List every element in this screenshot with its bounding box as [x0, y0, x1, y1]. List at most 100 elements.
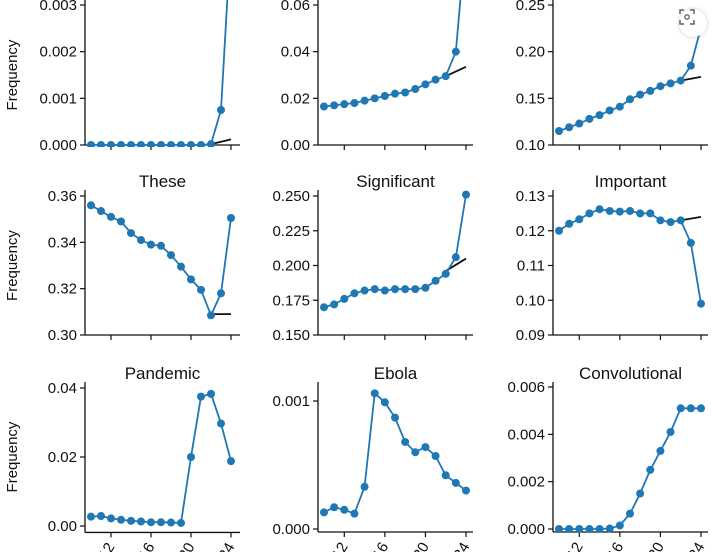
data-point	[431, 452, 440, 461]
data-point	[585, 525, 594, 533]
subplot-0: 0.000 0.001 0.002 0.003 Frequency	[4, 0, 240, 154]
data-point	[137, 141, 145, 147]
data-point	[147, 240, 155, 249]
data-point	[555, 127, 563, 135]
plot-area	[87, 0, 232, 147]
data-point	[441, 72, 450, 81]
data-point	[585, 209, 594, 218]
series-line	[90, 392, 232, 524]
y-tick-label: 0.000	[507, 521, 545, 538]
data-point	[451, 47, 460, 56]
data-point	[87, 201, 95, 210]
data-point	[137, 236, 145, 245]
data-point	[575, 215, 584, 224]
data-point	[565, 123, 574, 132]
plot-area	[87, 201, 235, 320]
subplot-4: 0.150 0.175 0.200 0.225 0.250 Significant	[272, 172, 473, 344]
data-point	[615, 207, 624, 216]
subplot-title: Convolutional	[579, 364, 682, 383]
data-point	[585, 114, 594, 123]
data-point	[97, 141, 105, 147]
data-point	[177, 262, 185, 271]
plot-area	[555, 23, 705, 135]
data-point	[197, 141, 205, 147]
x-tick-label: 2024	[207, 540, 238, 552]
data-point	[360, 286, 369, 295]
y-tick-label: 0.02	[48, 449, 77, 466]
y-tick-label: 0.04	[281, 44, 310, 61]
y-tick-label: 0.10	[516, 292, 545, 309]
data-point	[340, 294, 349, 303]
data-point	[626, 509, 634, 518]
data-point	[137, 517, 145, 526]
subplot-7: 0.000 0.001 2012 2016 2020 2024 Ebola	[272, 364, 473, 552]
subplot-3: 0.30 0.32 0.34 0.36 These Frequency	[4, 172, 240, 344]
y-tick-label: 0.00	[281, 137, 310, 154]
data-point	[217, 106, 225, 114]
x-tick-label: 2016	[596, 540, 627, 552]
data-point	[330, 503, 339, 512]
plot-area	[555, 205, 705, 308]
subplot-2: 0.10 0.15 0.20 0.25	[516, 0, 708, 154]
y-tick-label: 0.001	[39, 90, 77, 107]
y-tick-label: 0.36	[48, 188, 77, 205]
subplot-8: 0.000 0.002 0.004 0.006 2012 2016 2020 2024 Conv…	[507, 364, 708, 552]
x-tick-label: 2012	[320, 540, 351, 552]
subplot-6: 0.00 0.02 0.04 2012 2016 2020 2024 Pandemic Freq…	[4, 364, 240, 552]
y-tick-label: 0.30	[48, 327, 77, 344]
x-tick-label: 2020	[636, 540, 667, 552]
data-point	[147, 518, 155, 527]
y-tick-label: 0.11	[517, 258, 545, 275]
data-point	[187, 453, 195, 461]
visual-search-button[interactable]	[679, 9, 707, 37]
y-tick-label: 0.004	[507, 426, 545, 443]
data-point	[320, 508, 328, 517]
data-point	[117, 141, 125, 147]
data-point	[127, 229, 135, 238]
data-point	[107, 141, 115, 147]
data-point	[360, 482, 369, 491]
data-point	[87, 512, 95, 521]
subplot-title: Pandemic	[125, 364, 201, 383]
data-point	[217, 419, 225, 428]
y-tick-label: 0.002	[507, 474, 545, 491]
data-point	[646, 86, 655, 95]
data-point	[411, 448, 420, 457]
y-axis-label: Frequency	[4, 230, 21, 301]
data-point	[401, 88, 410, 97]
plot-area	[320, 190, 470, 312]
data-point	[167, 251, 175, 260]
data-point	[350, 99, 359, 107]
data-point	[187, 275, 195, 284]
series-line	[91, 0, 229, 146]
data-point	[350, 509, 359, 518]
x-tick-label: 2020	[167, 540, 198, 552]
data-point	[686, 238, 695, 247]
data-point	[686, 404, 695, 413]
data-point	[380, 398, 389, 407]
subplot-5: 0.09 0.10 0.11 0.12 0.13 Important	[516, 172, 708, 344]
data-point	[626, 95, 634, 104]
data-point	[177, 518, 185, 527]
data-point	[340, 505, 349, 514]
subplot-title: Ebola	[374, 364, 418, 383]
data-point	[595, 205, 604, 214]
data-point	[666, 218, 675, 227]
data-point	[340, 100, 349, 109]
data-point	[421, 443, 430, 452]
data-point	[697, 404, 705, 413]
data-point	[207, 311, 215, 320]
data-point	[605, 206, 614, 215]
data-point	[127, 141, 135, 147]
subplot-title: Significant	[356, 172, 435, 191]
x-tick-label: 2012	[555, 540, 586, 552]
data-point	[97, 207, 105, 216]
y-tick-label: 0.20	[516, 44, 545, 61]
y-tick-label: 0.003	[39, 0, 77, 14]
data-point	[411, 85, 420, 93]
data-point	[391, 413, 399, 422]
data-point	[676, 76, 685, 85]
y-tick-label: 0.13	[516, 188, 545, 205]
data-point	[555, 226, 563, 235]
